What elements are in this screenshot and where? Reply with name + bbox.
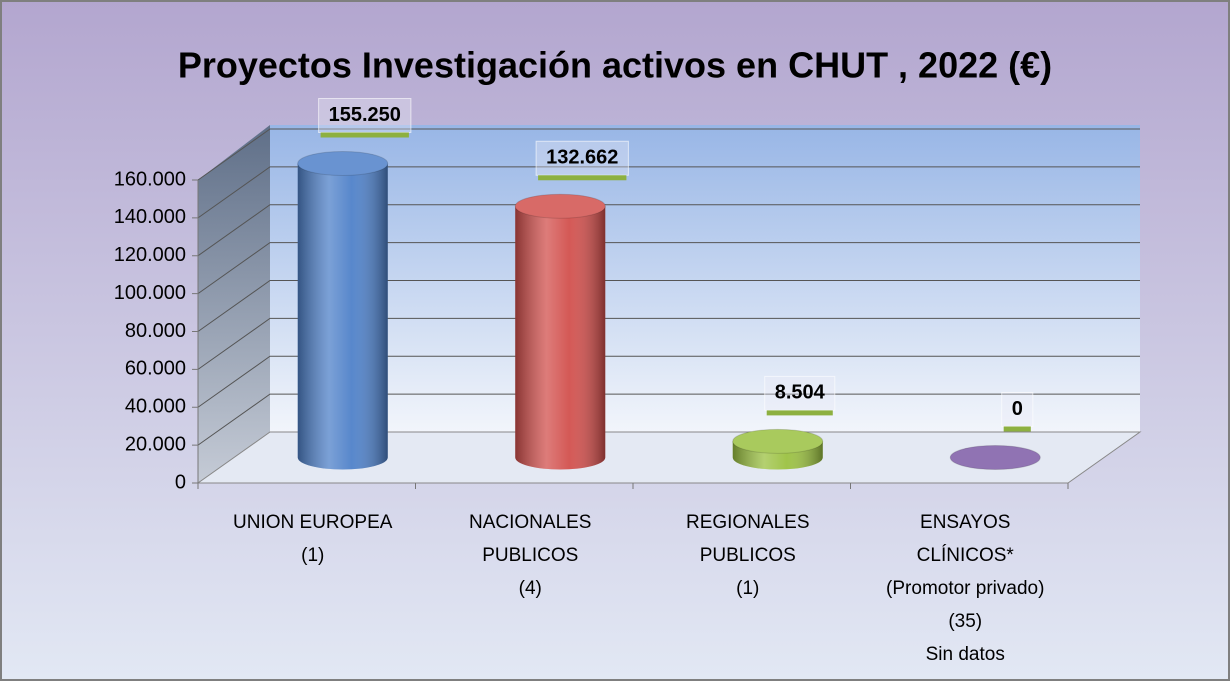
chart-title: Proyectos Investigación activos en CHUT … (178, 45, 1052, 86)
bar-top-shine (515, 194, 606, 219)
x-tick-label: REGIONALES PUBLICOS (1) (686, 512, 810, 599)
back-wall (270, 125, 1140, 432)
grid-line (197, 166, 1140, 219)
bar-top (297, 150, 389, 176)
value-label: 155.250 (329, 104, 401, 126)
x-tick-label-line: (4) (519, 578, 542, 599)
x-tick-label-line: NACIONALES (469, 512, 591, 533)
x-tick-label: UNION EUROPEA (1) (233, 512, 393, 566)
bar-shading (297, 163, 388, 470)
x-tick-label-line: Sin datos (926, 644, 1005, 665)
bar-shading (515, 206, 606, 470)
y-tick-label: 140.000 (114, 206, 186, 228)
label-underline (320, 132, 409, 138)
bar-top (514, 193, 606, 219)
y-tick-label: 40.000 (125, 396, 186, 418)
y-tick-label: 120.000 (114, 244, 186, 266)
grid-line (197, 355, 1140, 408)
grid-line (197, 393, 1140, 446)
grid-line (197, 242, 1140, 295)
y-tick-label: 0 (175, 471, 186, 493)
side-wall (198, 125, 270, 483)
label-underline (766, 410, 833, 416)
y-tick-label: 100.000 (114, 282, 186, 304)
bar-top (949, 445, 1041, 470)
x-tick-label: ENSAYOS CLÍNICOS* (Promotor privado) (35) Si… (886, 512, 1044, 665)
value-label: 0 (1012, 398, 1023, 420)
bar-top-shine (950, 445, 1041, 470)
label-underline (1003, 426, 1031, 432)
y-tick-label: 160.000 (114, 168, 186, 190)
label-underline (538, 175, 627, 181)
grid-line (197, 204, 1140, 257)
x-tick-label-line: (35) (948, 611, 982, 632)
grid-line (197, 280, 1140, 332)
y-tick-label: 20.000 (125, 433, 186, 455)
value-label: 8.504 (775, 382, 826, 404)
x-tick-label-line: UNION EUROPEA (233, 512, 393, 533)
x-tick-label-line: (1) (301, 545, 324, 566)
x-tick-label-line: (Promotor privado) (886, 578, 1044, 599)
grid-line (197, 317, 1140, 370)
bar-top (732, 428, 824, 454)
bar-top-shine (732, 429, 823, 454)
x-tick-label-line: ENSAYOS (920, 512, 1010, 533)
x-tick-label: NACIONALES PUBLICOS (4) (469, 512, 591, 599)
x-tick-label-line: REGIONALES (686, 512, 810, 533)
x-tick-label-line: CLÍNICOS* (917, 545, 1015, 566)
y-tick-label: 80.000 (125, 320, 186, 342)
label-box (318, 97, 412, 133)
y-tick-label: 60.000 (125, 358, 186, 380)
x-tick-label-line: PUBLICOS (700, 545, 796, 566)
x-tick-label-line: PUBLICOS (482, 545, 578, 566)
value-label: 132.662 (546, 147, 618, 169)
label-box (764, 375, 836, 411)
grid-line (197, 128, 1140, 181)
floor (196, 431, 1142, 484)
x-tick-label-line: (1) (736, 578, 759, 599)
bar-top-shine (297, 151, 388, 176)
